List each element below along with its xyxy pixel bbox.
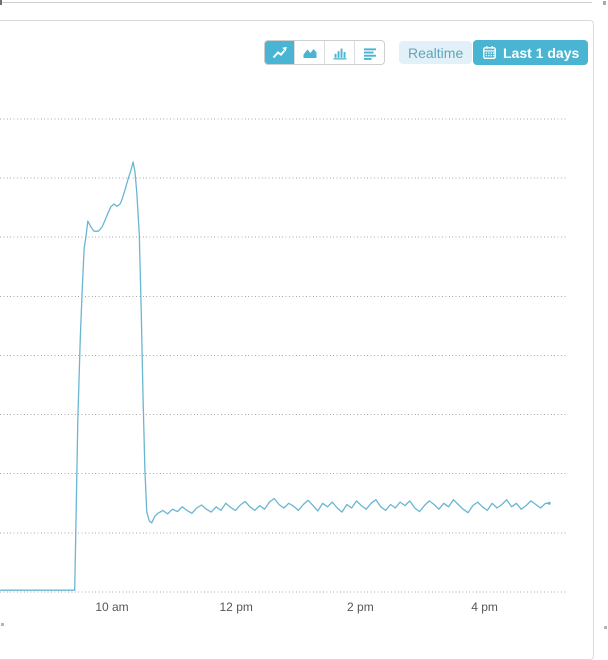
crop-artifact — [1, 623, 4, 626]
crop-artifact — [0, 0, 2, 5]
area-chart-icon — [303, 48, 316, 58]
stream-icon — [363, 47, 376, 60]
area-chart-type-button[interactable] — [294, 41, 324, 64]
chart-type-button-group — [264, 40, 385, 65]
calendar-icon — [483, 46, 496, 60]
bar-chart-icon — [333, 48, 346, 59]
time-range-label: Last 1 days — [503, 44, 580, 61]
stream-view-button[interactable] — [354, 41, 384, 64]
chart-panel — [0, 20, 594, 660]
realtime-button[interactable]: Realtime — [399, 41, 473, 64]
line-chart-type-button[interactable] — [265, 41, 294, 64]
crop-artifact — [603, 1, 606, 5]
bar-chart-type-button[interactable] — [324, 41, 354, 64]
time-range-button[interactable]: Last 1 days — [473, 40, 589, 65]
line-chart-icon — [272, 46, 287, 58]
top-divider — [0, 2, 592, 3]
crop-artifact — [604, 626, 607, 629]
